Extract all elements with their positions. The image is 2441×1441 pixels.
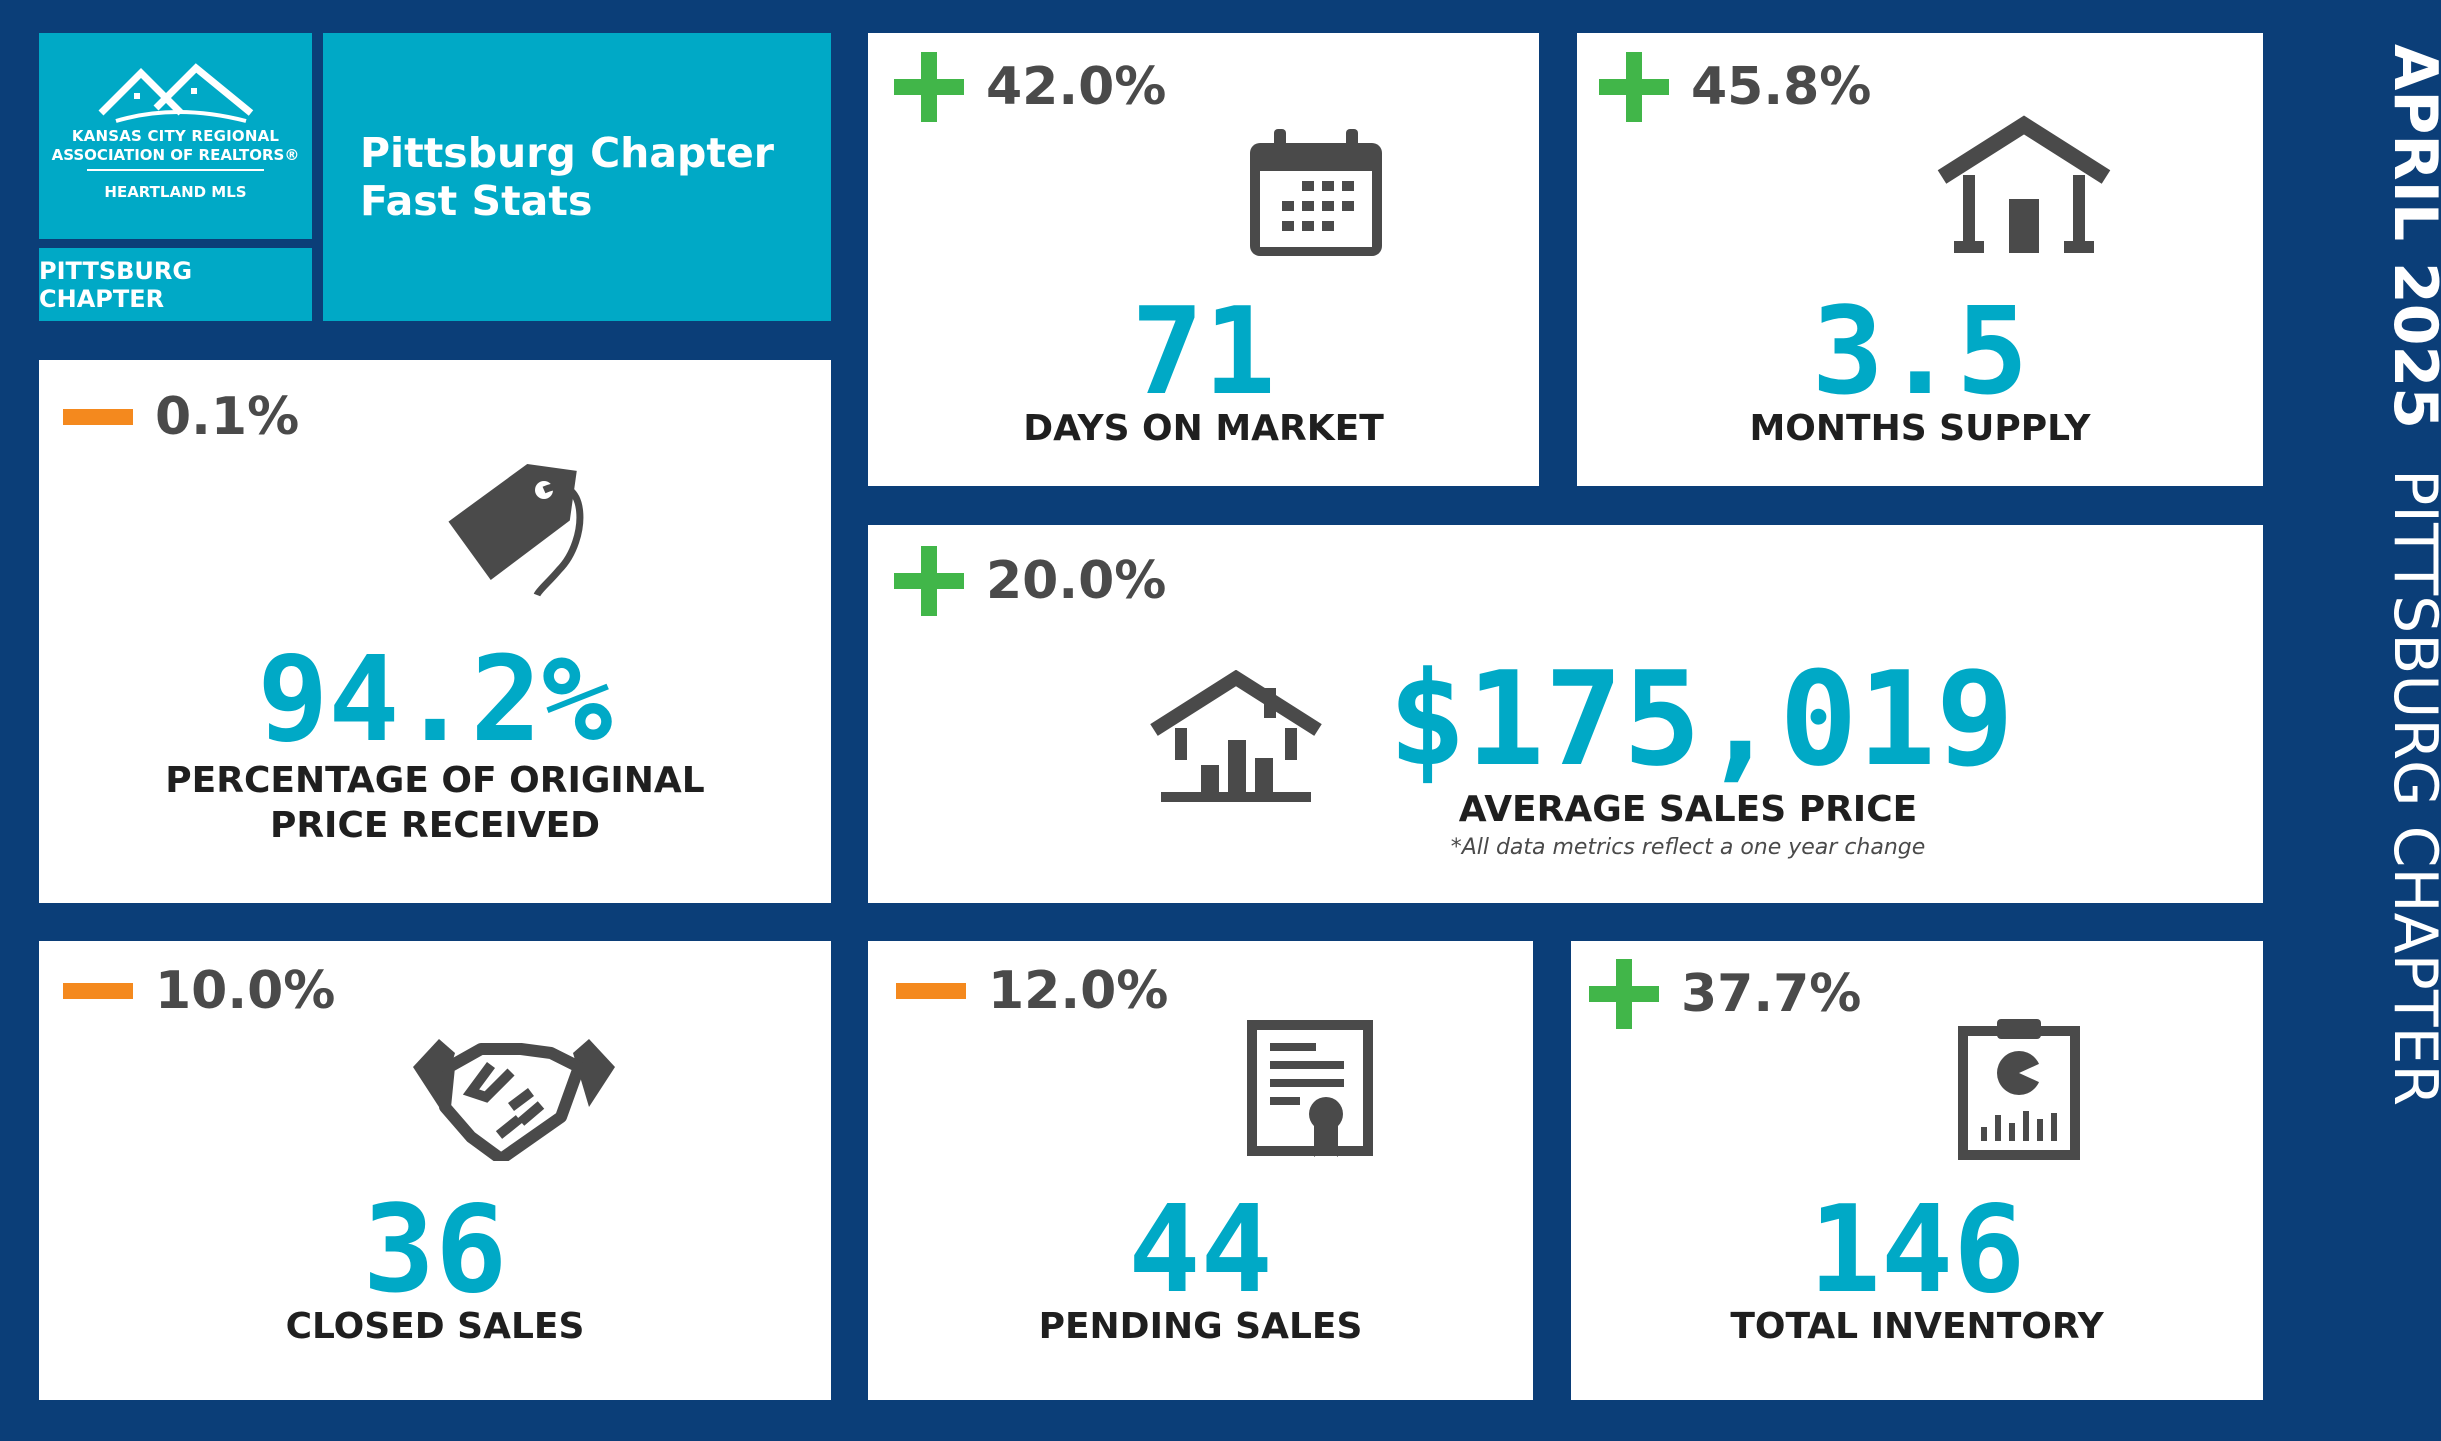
change-indicator: 42.0% — [894, 52, 1166, 122]
months-supply-label: MONTHS SUPPLY — [1749, 408, 2091, 449]
title-box: Pittsburg Chapter Fast Stats — [323, 33, 831, 321]
closed-sales-card: 10.0% 36 CLOSED SALES — [39, 941, 831, 1400]
total-inventory-label: TOTAL INVENTORY — [1730, 1306, 2104, 1347]
change-indicator: 20.0% — [894, 546, 1166, 616]
increase-icon — [894, 52, 964, 122]
change-value: 20.0% — [986, 551, 1167, 611]
change-value: 42.0% — [986, 57, 1167, 117]
side-chapter-name: PITTSBURG CHAPTER — [2380, 469, 2441, 1107]
decrease-icon — [896, 983, 966, 999]
days-on-market-label: DAYS ON MARKET — [1023, 408, 1384, 449]
decrease-icon — [63, 409, 133, 425]
total-inventory-card: 37.7% 146 TOTAL INVENTORY — [1571, 941, 2263, 1400]
change-indicator: 12.0% — [896, 961, 1168, 1021]
handshake-icon — [413, 1039, 615, 1161]
pending-sales-value: 44 — [1128, 1181, 1273, 1320]
org-name-line2: ASSOCIATION OF REALTORS® — [51, 146, 300, 164]
pending-sales-label: PENDING SALES — [1038, 1306, 1363, 1347]
days-on-market-value: 71 — [1131, 283, 1276, 422]
decrease-icon — [63, 983, 133, 999]
houses-logo-icon — [98, 63, 254, 123]
house-icon — [1937, 115, 2111, 253]
average-sales-price-value: $175,019 — [1388, 643, 2015, 795]
percent-original-price-card: 0.1% 94.2% PERCENTAGE OF ORIGINAL PRICE … — [39, 360, 831, 903]
total-inventory-value: 146 — [1808, 1181, 2026, 1320]
closed-sales-label: CLOSED SALES — [285, 1306, 585, 1347]
increase-icon — [1589, 959, 1659, 1029]
increase-icon — [894, 546, 964, 616]
clipboard-chart-icon — [1958, 1019, 2080, 1160]
title-line1: Pittsburg Chapter — [360, 129, 775, 177]
months-supply-card: 45.8% 3.5 MONTHS SUPPLY — [1577, 33, 2263, 486]
org-name-line3: HEARTLAND MLS — [104, 183, 247, 201]
days-on-market-card: 42.0% 71 DAYS ON MARKET — [868, 33, 1539, 486]
months-supply-value: 3.5 — [1811, 283, 2029, 422]
calendar-icon — [1250, 129, 1382, 256]
average-sales-price-label: AVERAGE SALES PRICE — [1458, 789, 1918, 830]
change-value: 12.0% — [988, 961, 1169, 1021]
increase-icon — [1599, 52, 1669, 122]
certificate-icon — [1247, 1020, 1373, 1157]
change-value: 0.1% — [155, 387, 300, 447]
change-indicator: 0.1% — [63, 387, 299, 447]
price-tag-icon — [448, 463, 584, 597]
change-indicator: 10.0% — [63, 961, 335, 1021]
report-month: APRIL 2025 — [2380, 44, 2441, 430]
chapter-tag: PITTSBURG CHAPTER — [39, 248, 312, 321]
pending-sales-card: 12.0% 44 PENDING SALES — [868, 941, 1533, 1400]
side-banner: APRIL 2025 PITTSBURG CHAPTER — [2380, 44, 2441, 1106]
footnote: *All data metrics reflect a one year cha… — [1450, 835, 1926, 860]
change-indicator: 37.7% — [1589, 959, 1861, 1029]
house-chart-icon — [1150, 670, 1322, 802]
closed-sales-value: 36 — [362, 1181, 508, 1320]
average-sales-price-card: 20.0% $175,019 AVERAGE SALES PRICE *All … — [868, 525, 2263, 903]
change-value: 45.8% — [1691, 57, 1872, 117]
percent-original-price-label-line1: PERCENTAGE OF ORIGINAL — [165, 760, 705, 801]
change-indicator: 45.8% — [1599, 52, 1871, 122]
title-line2: Fast Stats — [360, 177, 593, 225]
org-name-line1: KANSAS CITY REGIONAL — [71, 127, 280, 145]
change-value: 10.0% — [155, 961, 336, 1021]
change-value: 37.7% — [1681, 964, 1862, 1024]
logo-divider — [87, 169, 264, 171]
percent-original-price-label-line2: PRICE RECEIVED — [269, 805, 601, 846]
percent-original-price-value: 94.2% — [257, 630, 613, 768]
logo: KANSAS CITY REGIONAL ASSOCIATION OF REAL… — [39, 33, 312, 239]
